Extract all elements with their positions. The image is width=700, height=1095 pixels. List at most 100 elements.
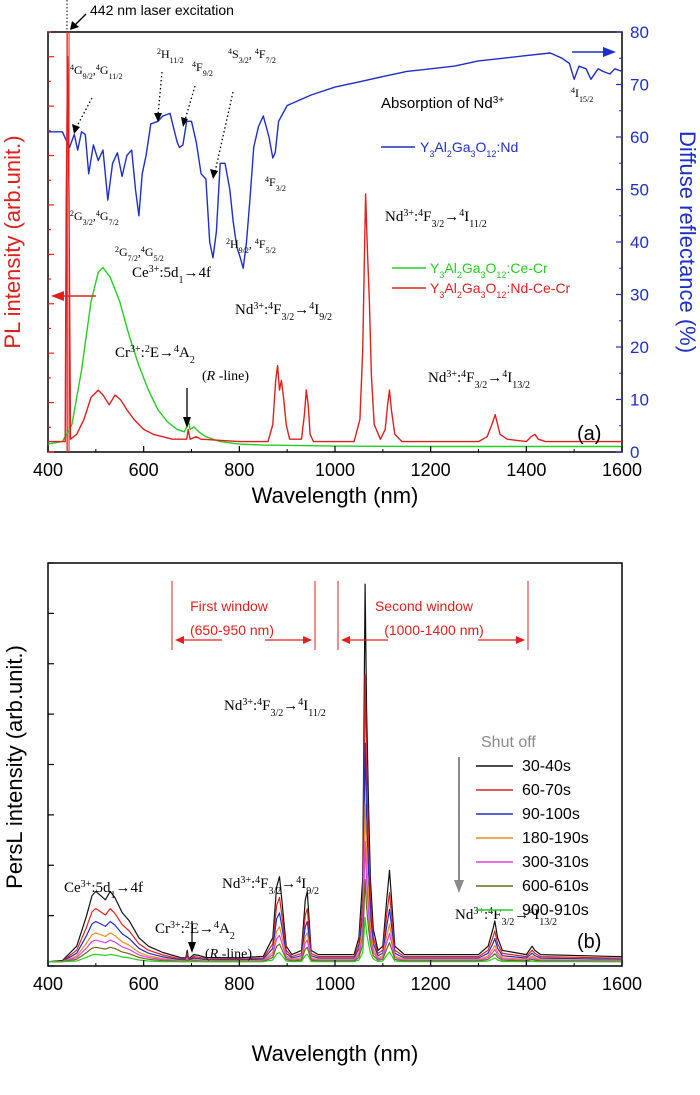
right-y-tick-label-a: 20 xyxy=(630,338,649,357)
legend-label-nd-ce-cr: Y3Al2Ga3O12:Nd-Ce-Cr xyxy=(430,280,571,300)
left-y-axis-title-a: PL intensity (arb.unit.) xyxy=(0,135,25,348)
level-4i15: 4I15/2 xyxy=(571,86,593,104)
cr-label-b: Cr3+:2E→4A2 xyxy=(155,920,235,942)
series-line-ce-cr xyxy=(47,266,622,448)
level-2g3-4g7: 2G3/2,4G7/2 xyxy=(70,209,119,227)
pointer-2h11 xyxy=(157,71,163,116)
x-tick-label-b: 800 xyxy=(224,974,254,994)
x-tick-label-a: 800 xyxy=(224,460,254,480)
right-y-tick-label-a: 70 xyxy=(630,76,649,95)
x-tick-label-b: 1000 xyxy=(315,974,355,994)
spectral-windows: First window (650-950 nm) Second window … xyxy=(171,581,529,650)
shut-off-label: Shut off xyxy=(481,734,536,751)
first-window-arrowhead-left xyxy=(175,636,184,644)
left-axis-arrowhead xyxy=(51,291,64,301)
second-window-arrowhead-right xyxy=(516,636,525,644)
laser-label: 442 nm laser excitation xyxy=(90,2,234,18)
plot-frame-a xyxy=(47,31,623,453)
nd-11-label-a: Nd3+:4F3/2→4I11/2 xyxy=(385,208,487,230)
series-line-900-910s xyxy=(48,916,622,963)
absorption-pointer-heads xyxy=(72,113,218,179)
second-window-arrowhead-left xyxy=(341,636,350,644)
absorption-pointers xyxy=(75,71,234,173)
x-axis-title-a: Wavelength (nm) xyxy=(252,483,419,508)
pointer-head-4f9 xyxy=(181,117,188,127)
level-2h9-4f5: 2H9/2, 4F5/2 xyxy=(226,237,276,255)
laser-arrowhead xyxy=(70,21,79,30)
level-4g9-4g11: 4G9/2,4G11/2 xyxy=(70,63,123,81)
legend-label-b: 300-310s xyxy=(522,854,589,871)
x-tick-label-a: 600 xyxy=(129,460,159,480)
ce-label-b: Ce3+:5d1→4f xyxy=(64,879,143,901)
legend-label-ce-cr: Y3Al2Ga3O12:Ce-Cr xyxy=(430,260,548,280)
right-y-tick-label-a: 80 xyxy=(630,23,649,42)
x-tick-label-a: 1000 xyxy=(315,460,355,480)
panel-b-label: (b) xyxy=(577,931,601,953)
absorption-level-labels: 4G9/2,4G11/2 2H11/2 4F9/2 4S3/2, 4F7/2 4… xyxy=(70,47,593,263)
right-y-tick-label-a: 0 xyxy=(630,443,639,462)
x-axis-b: 400 600 800 1000 1200 1400 1600 xyxy=(33,562,642,994)
cr-label-a: Cr3+:2E→4A2 xyxy=(115,344,195,366)
series-line-600-610s xyxy=(48,879,623,963)
x-tick-label-b: 1600 xyxy=(602,974,642,994)
panel-b: 400 600 800 1000 1200 1400 1600 Wavelength (nm… xyxy=(2,562,642,1066)
ce-label-a: Ce3+:5d1→4f xyxy=(132,264,211,286)
pointer-head-4s3 xyxy=(210,169,218,179)
pointer-head-2h11 xyxy=(154,113,162,122)
pointer-4f9 xyxy=(184,85,196,121)
first-window-arrowhead-right xyxy=(303,636,312,644)
legend-label-b: 30-40s xyxy=(522,758,571,775)
second-window-label: Second window xyxy=(375,598,474,614)
right-y-axis-a: 0 10 20 30 40 50 60 70 80 xyxy=(616,23,649,462)
x-tick-label-a: 1600 xyxy=(602,460,642,480)
legend-label-b: 900-910s xyxy=(522,902,589,919)
series-line-nd xyxy=(48,52,623,269)
first-window-label: First window xyxy=(190,598,269,614)
level-4f3: 4F3/2 xyxy=(265,175,286,193)
plot-area-a xyxy=(47,32,623,452)
nd-9-label-a: Nd3+:4F3/2→4I9/2 xyxy=(235,301,332,323)
legend-label-b: 90-100s xyxy=(522,806,580,823)
x-tick-label-b: 1400 xyxy=(506,974,546,994)
x-tick-label-a: 400 xyxy=(33,460,63,480)
panel-a: 400 600 800 1000 1200 1400 1600 0 10 20 30 40 50 60 7… xyxy=(0,0,700,508)
legend-label-b: 180-190s xyxy=(522,830,589,847)
x-tick-label-b: 400 xyxy=(33,974,63,994)
level-2g7-4g5: 2G7/2,4G5/2 xyxy=(115,245,164,263)
legend-label-b: 600-610s xyxy=(522,878,589,895)
right-y-tick-label-a: 60 xyxy=(630,128,649,147)
right-y-tick-label-a: 30 xyxy=(630,286,649,305)
right-axis-arrowhead xyxy=(603,47,616,57)
x-tick-label-b: 1200 xyxy=(411,974,451,994)
x-tick-label-a: 1200 xyxy=(411,460,451,480)
panel-a-label: (a) xyxy=(577,423,601,445)
shut-off-arrowhead xyxy=(454,880,464,893)
r-line-label-b: (R -line) xyxy=(205,947,252,962)
cr-arrowhead-b xyxy=(188,942,196,953)
legend-label-b: 60-70s xyxy=(522,782,571,799)
nd-11-label-b: Nd3+:4F3/2→4I11/2 xyxy=(224,697,326,719)
legend-b: 30-40s 60-70s 90-100s 180-190s 300-310s 600-6… xyxy=(476,758,589,919)
second-window-range: (1000-1400 nm) xyxy=(384,622,484,638)
series-line-nd-ce-cr xyxy=(48,55,622,443)
cr-arrowhead-a xyxy=(183,417,191,428)
right-y-tick-label-a: 50 xyxy=(630,181,649,200)
x-axis-a: 400 600 800 1000 1200 1400 1600 xyxy=(33,31,642,480)
level-4s3-4f7: 4S3/2, 4F7/2 xyxy=(228,47,276,65)
right-y-axis-title-a: Diffuse reflectance (%) xyxy=(675,131,700,353)
absorption-label: Absorption of Nd3+ xyxy=(381,95,504,113)
y-axis-title-b: PersL intensity (arb.unit.) xyxy=(2,645,27,889)
nd-13-label-a: Nd3+:4F3/2→4I13/2 xyxy=(428,369,530,391)
right-y-tick-label-a: 10 xyxy=(630,391,649,410)
legend-label-nd: Y3Al2Ga3O12:Nd xyxy=(420,139,518,159)
first-window-range: (650-950 nm) xyxy=(190,622,274,638)
x-tick-label-a: 1400 xyxy=(506,460,546,480)
pointer-4g9 xyxy=(75,97,93,129)
pointer-4s3 xyxy=(214,91,234,173)
nd-9-label-b: Nd3+:4F3/2→4I9/2 xyxy=(222,875,319,897)
x-tick-label-b: 600 xyxy=(129,974,159,994)
right-y-tick-label-a: 40 xyxy=(630,233,649,252)
r-line-label-a: (R -line) xyxy=(202,369,249,384)
x-axis-title-b: Wavelength (nm) xyxy=(252,1041,419,1066)
